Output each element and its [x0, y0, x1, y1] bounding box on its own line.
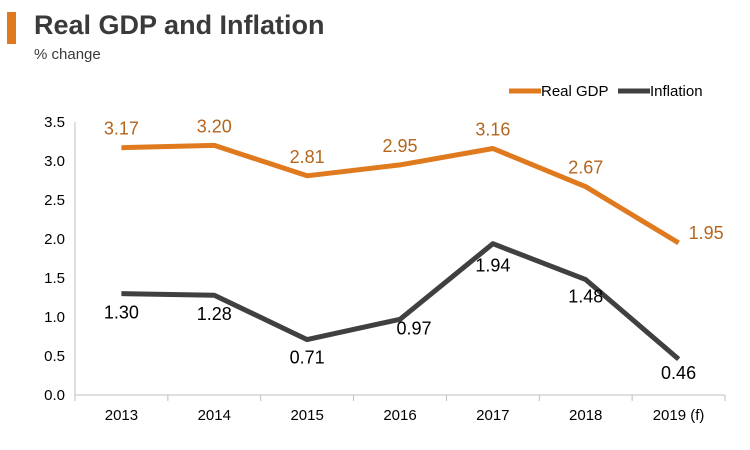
legend-item-real-gdp-label: Real GDP: [541, 83, 609, 100]
x-tick-label: 2017: [476, 407, 509, 424]
data-label-real-gdp: 2.95: [382, 136, 417, 156]
chart-title: Real GDP and Inflation: [34, 10, 325, 40]
data-label-inflation: 1.48: [568, 287, 603, 307]
x-tick-label: 2013: [105, 407, 138, 424]
x-tick-label: 2019 (f): [653, 407, 705, 424]
data-label-real-gdp: 1.95: [689, 223, 724, 243]
y-tick-label: 0.5: [44, 348, 65, 365]
y-tick-label: 1.0: [44, 309, 65, 326]
y-tick-label: 2.0: [44, 231, 65, 248]
x-tick-label: 2015: [290, 407, 323, 424]
data-label-inflation: 1.94: [475, 256, 510, 276]
chart-subtitle: % change: [34, 46, 101, 63]
data-label-real-gdp: 2.67: [568, 158, 603, 178]
y-tick-label: 3.0: [44, 153, 65, 170]
y-tick-label: 1.5: [44, 270, 65, 287]
data-label-real-gdp: 3.20: [197, 116, 232, 136]
title-accent-bar: [7, 12, 16, 44]
data-label-inflation: 1.30: [104, 303, 139, 323]
data-label-real-gdp: 3.17: [104, 119, 139, 139]
axes: 0.0 0.5 1.0 1.5 2.0 2.5 3.0 3.5 2013 2014 2015 2016…: [44, 114, 726, 424]
legend: Real GDP Inflation: [509, 83, 703, 100]
x-tick-label: 2018: [569, 407, 602, 424]
data-labels: 3.17 3.20 2.81 2.95 3.16 2.67 1.95 1.30 1.28 0.71…: [104, 116, 724, 383]
x-tick-label: 2016: [383, 407, 416, 424]
series-lines: [121, 142, 681, 361]
data-label-real-gdp: 2.81: [290, 147, 325, 167]
legend-item-inflation-label: Inflation: [650, 83, 703, 100]
y-tick-label: 3.5: [44, 114, 65, 131]
data-label-inflation: 0.71: [290, 348, 325, 368]
data-label-inflation: 0.97: [396, 318, 431, 338]
x-tick-label: 2014: [198, 407, 231, 424]
data-label-real-gdp: 3.16: [475, 120, 510, 140]
y-tick-label: 0.0: [44, 387, 65, 404]
data-label-inflation: 1.28: [197, 304, 232, 324]
data-label-inflation: 0.46: [661, 363, 696, 383]
y-tick-label: 2.5: [44, 192, 65, 209]
